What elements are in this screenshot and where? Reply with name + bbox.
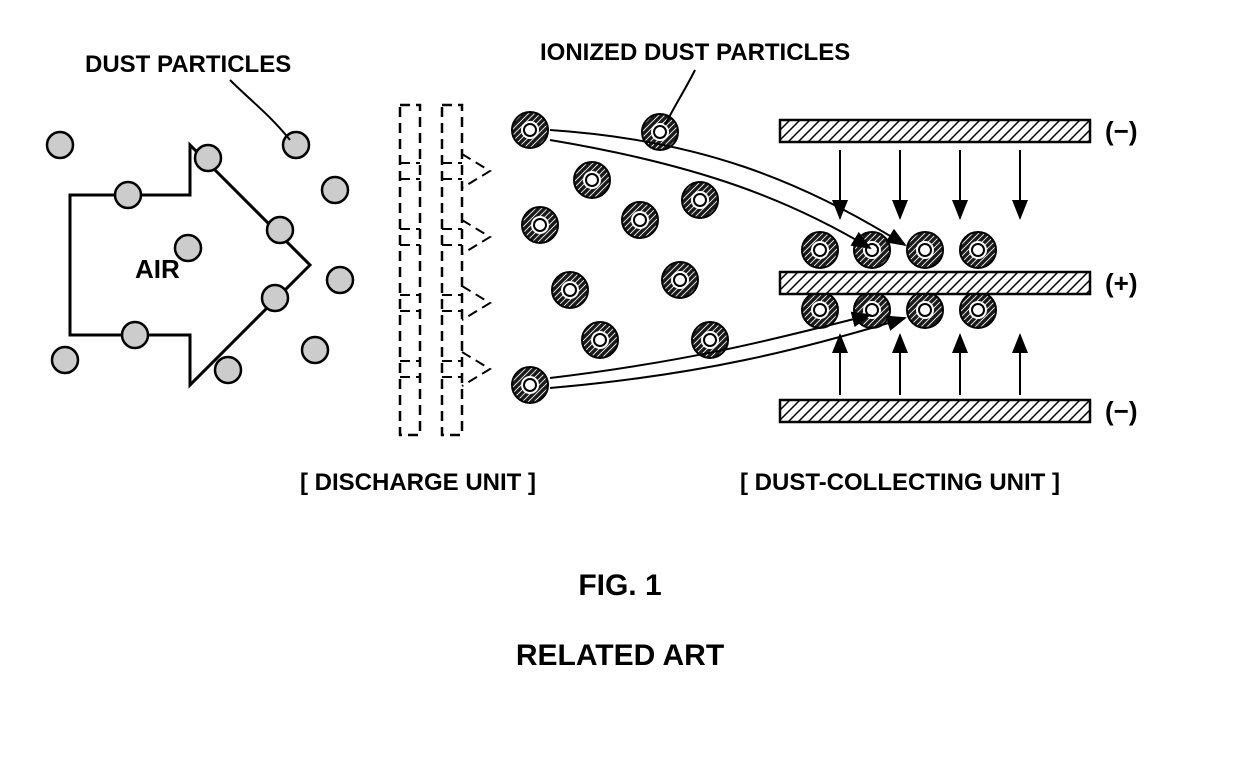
ionized-particles-label: IONIZED DUST PARTICLES xyxy=(540,39,850,66)
dust-leader-line xyxy=(230,80,290,140)
dust-particle xyxy=(215,357,241,383)
plate-top-neg xyxy=(780,120,1090,142)
dust-particle xyxy=(175,235,201,261)
dust-particle xyxy=(52,347,78,373)
polarity-bot-neg: (−) xyxy=(1105,396,1138,426)
air-label: AIR xyxy=(135,254,180,284)
ionized-leader-line xyxy=(665,70,695,125)
dust-particle xyxy=(115,182,141,208)
polarity-mid-pos: (+) xyxy=(1105,268,1138,298)
figure-subtitle: RELATED ART xyxy=(516,639,724,672)
dust-collecting-unit-label: [ DUST-COLLECTING UNIT ] xyxy=(740,469,1060,496)
polarity-top-neg: (−) xyxy=(1105,116,1138,146)
dust-particle xyxy=(195,145,221,171)
dust-particle xyxy=(267,217,293,243)
dust-particles-label: DUST PARTICLES xyxy=(85,51,291,78)
dust-particle xyxy=(302,337,328,363)
air-arrow: AIR xyxy=(70,145,310,385)
dust-particle xyxy=(322,177,348,203)
dust-particle xyxy=(122,322,148,348)
discharge-unit xyxy=(400,105,490,435)
plate-mid-pos xyxy=(780,272,1090,294)
plate-bot-neg xyxy=(780,400,1090,422)
dust-collecting-unit xyxy=(780,120,1090,422)
dust-particle xyxy=(327,267,353,293)
dust-particle xyxy=(262,285,288,311)
ionized-particles-group xyxy=(512,112,996,403)
discharge-unit-label: [ DISCHARGE UNIT ] xyxy=(300,469,536,496)
dust-particle xyxy=(47,132,73,158)
figure-title: FIG. 1 xyxy=(578,569,661,602)
diagram-svg: AIR DUST PARTICLES IONIZED DUST PARTICLE… xyxy=(0,0,1240,773)
